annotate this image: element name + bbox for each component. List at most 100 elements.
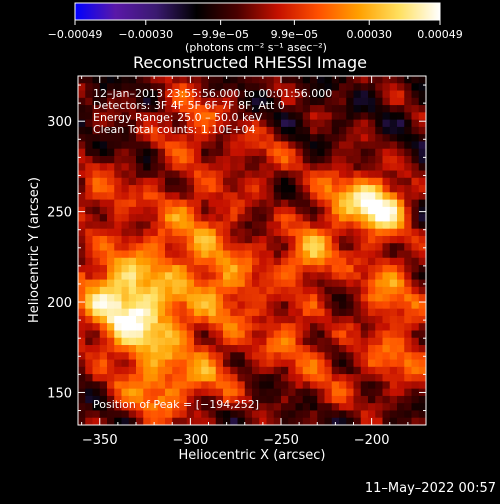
heatmap-cell [179, 228, 188, 237]
heatmap-cell [244, 366, 253, 375]
heatmap-cell [375, 221, 384, 230]
heatmap-cell [78, 199, 86, 208]
heatmap-cell [302, 97, 311, 106]
heatmap-cell [78, 359, 86, 368]
heatmap-cell [237, 148, 246, 157]
heatmap-cell [273, 272, 282, 281]
heatmap-cell [310, 308, 318, 317]
heatmap-cell [310, 366, 318, 375]
heatmap-cell [259, 381, 268, 390]
heatmap-cell [418, 301, 426, 310]
heatmap-cell [172, 308, 181, 317]
heatmap-cell [411, 76, 420, 84]
heatmap-cell [411, 345, 420, 353]
heatmap-cell [128, 272, 137, 281]
heatmap-cell [194, 148, 202, 157]
heatmap-cell [186, 388, 195, 397]
heatmap-cell [179, 330, 188, 339]
heatmap-cell [418, 141, 426, 150]
heatmap-cell [230, 243, 239, 252]
heatmap-cell [259, 337, 268, 346]
heatmap-cell [244, 381, 253, 390]
heatmap-cell [136, 403, 144, 412]
heatmap-cell [331, 403, 340, 412]
heatmap-cell [288, 243, 297, 252]
heatmap-cell [418, 257, 426, 266]
heatmap-cell [208, 352, 217, 361]
heatmap-cell [252, 395, 260, 404]
heatmap-cell [360, 170, 369, 179]
heatmap-cell [143, 185, 152, 193]
heatmap-cell [208, 395, 217, 404]
heatmap-cell [375, 395, 384, 404]
heatmap-cell [375, 228, 384, 237]
heatmap-cell [121, 272, 130, 281]
heatmap-cell [157, 395, 166, 404]
heatmap-cell [114, 301, 123, 310]
heatmap-cell [295, 112, 304, 121]
heatmap-cell [368, 170, 376, 179]
heatmap-cell [201, 206, 210, 215]
heatmap-cell [143, 330, 152, 339]
heatmap-cell [288, 155, 297, 164]
heatmap-cell [179, 417, 188, 425]
heatmap-cell [382, 403, 391, 412]
heatmap-cell [99, 366, 108, 375]
heatmap-cell [172, 134, 181, 143]
heatmap-cell [107, 352, 115, 361]
heatmap-cell [215, 337, 224, 346]
heatmap-cell [331, 97, 340, 106]
heatmap-cell [281, 141, 289, 150]
heatmap-cell [143, 206, 152, 215]
heatmap-cell [404, 301, 413, 310]
heatmap-cell [78, 395, 86, 404]
heatmap-cell [237, 185, 246, 193]
heatmap-cell [223, 265, 231, 273]
heatmap-cell [128, 192, 137, 201]
heatmap-cell [244, 272, 253, 281]
heatmap-cell [165, 366, 173, 375]
heatmap-cell [230, 221, 239, 230]
heatmap-cell [114, 221, 123, 230]
heatmap-cell [157, 323, 166, 332]
heatmap-cell [186, 352, 195, 361]
heatmap-cell [186, 221, 195, 230]
heatmap-cell [404, 395, 413, 404]
annotation-line: Detectors: 3F 4F 5F 6F 7F 8F, Att 0 [93, 99, 285, 112]
heatmap-cell [85, 177, 94, 186]
heatmap-cell [128, 352, 137, 361]
heatmap-cell [186, 141, 195, 150]
heatmap-cell [85, 76, 94, 84]
heatmap-cell [273, 119, 282, 128]
heatmap-cell [339, 417, 347, 425]
heatmap-cell [143, 308, 152, 317]
heatmap-cell [360, 228, 369, 237]
heatmap-cell [411, 272, 420, 281]
heatmap-cell [259, 119, 268, 128]
heatmap-cell [230, 374, 239, 382]
heatmap-cell [165, 250, 173, 259]
heatmap-cell [107, 112, 115, 121]
heatmap-cell [368, 243, 376, 252]
heatmap-cell [172, 315, 181, 324]
heatmap-cell [114, 228, 123, 237]
heatmap-cell [186, 294, 195, 302]
heatmap-cell [339, 301, 347, 310]
heatmap-cell [172, 148, 181, 157]
heatmap-cell [157, 315, 166, 324]
heatmap-cell [397, 265, 405, 273]
heatmap-cell [237, 126, 246, 135]
heatmap-cell [107, 272, 115, 281]
heatmap-cell [382, 119, 391, 128]
heatmap-cell [382, 410, 391, 419]
heatmap-cell [230, 126, 239, 135]
heatmap-cell [411, 257, 420, 266]
heatmap-cell [107, 395, 115, 404]
heatmap-cell [389, 76, 398, 84]
heatmap-cell [85, 105, 94, 113]
heatmap-cell [389, 352, 398, 361]
heatmap-cell [157, 345, 166, 353]
heatmap-cell [157, 141, 166, 150]
heatmap-cell [215, 395, 224, 404]
heatmap-cell [375, 163, 384, 172]
